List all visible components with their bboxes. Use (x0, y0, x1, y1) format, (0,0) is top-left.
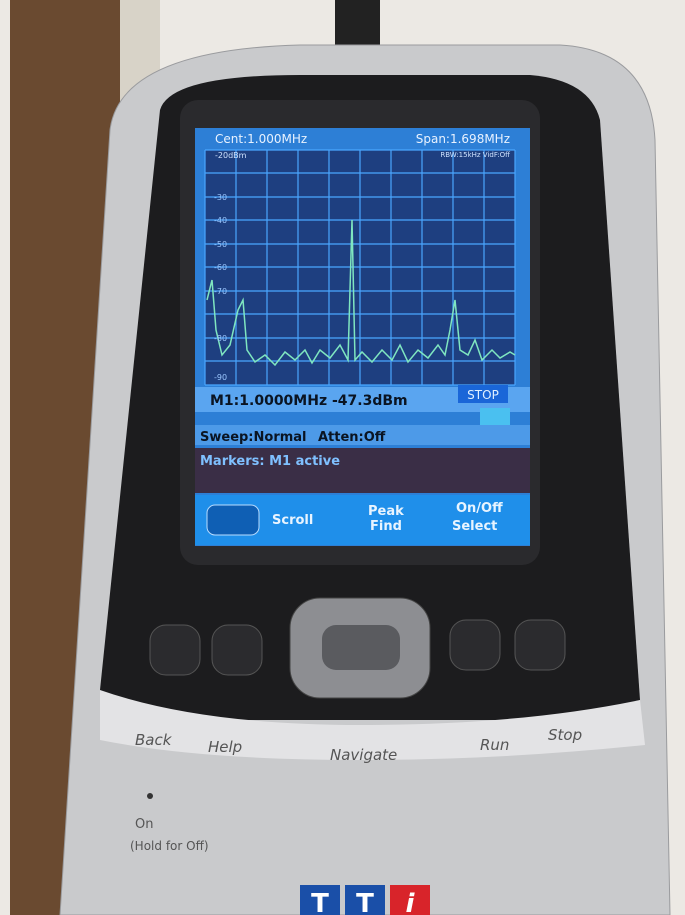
axis-label: -50 (214, 240, 227, 249)
bandwidth: RBW:15kHz VidF:Off (440, 151, 510, 159)
logo-box (390, 885, 430, 915)
axis-label: -30 (214, 193, 227, 202)
stop-badge-bg (458, 385, 508, 403)
markers: Markers: M1 active (200, 454, 340, 469)
peak[interactable]: Peak (368, 504, 404, 519)
marker-readout: M1:1.0000MHz -47.3dBm (210, 393, 408, 409)
navigate-label: Navigate (330, 746, 397, 764)
ref-level: -20dBm (215, 151, 247, 160)
navigate-center[interactable] (322, 625, 400, 670)
scroll[interactable]: Scroll (272, 513, 313, 528)
spectrum-trace (206, 219, 516, 367)
hold-label: (Hold for Off) (130, 839, 209, 853)
logo-box (345, 885, 385, 915)
atten: Atten:Off (318, 430, 386, 445)
onoff[interactable]: On/Off (456, 501, 503, 516)
logo-box (300, 885, 340, 915)
grid (204, 149, 516, 386)
stop-button[interactable] (514, 619, 566, 671)
axis-labels: -30 -40 -50 -60 -70 -80 -90 (214, 193, 227, 382)
run-button[interactable] (449, 619, 501, 671)
back-label: Back (135, 731, 173, 749)
back-button[interactable] (149, 624, 201, 676)
label-strip (100, 690, 645, 760)
axis-label: -90 (214, 373, 227, 382)
help-label: Help (208, 738, 242, 756)
logo-t: T (356, 889, 374, 915)
help-button[interactable] (211, 624, 263, 676)
stop-label: Stop (548, 726, 582, 744)
sweep: Sweep:Normal (200, 430, 307, 445)
select[interactable]: Select (452, 519, 497, 534)
logo-i: i (406, 889, 416, 915)
sweep-bar (195, 425, 530, 445)
axis-label: -80 (214, 334, 227, 343)
axis-label: -70 (214, 287, 227, 296)
axis-label: -40 (214, 216, 227, 225)
menu-button[interactable] (206, 504, 260, 536)
markers-panel (195, 448, 530, 493)
logo-t: T (311, 889, 329, 915)
center-freq: Cent:1.000MHz (215, 132, 307, 146)
span: Span:1.698MHz (416, 132, 510, 146)
axis-label: -60 (214, 263, 227, 272)
stop-badge: STOP (467, 388, 499, 402)
power-led (147, 793, 153, 799)
on-label: On (135, 817, 153, 832)
run-label: Run (480, 736, 509, 754)
find[interactable]: Find (370, 519, 402, 534)
